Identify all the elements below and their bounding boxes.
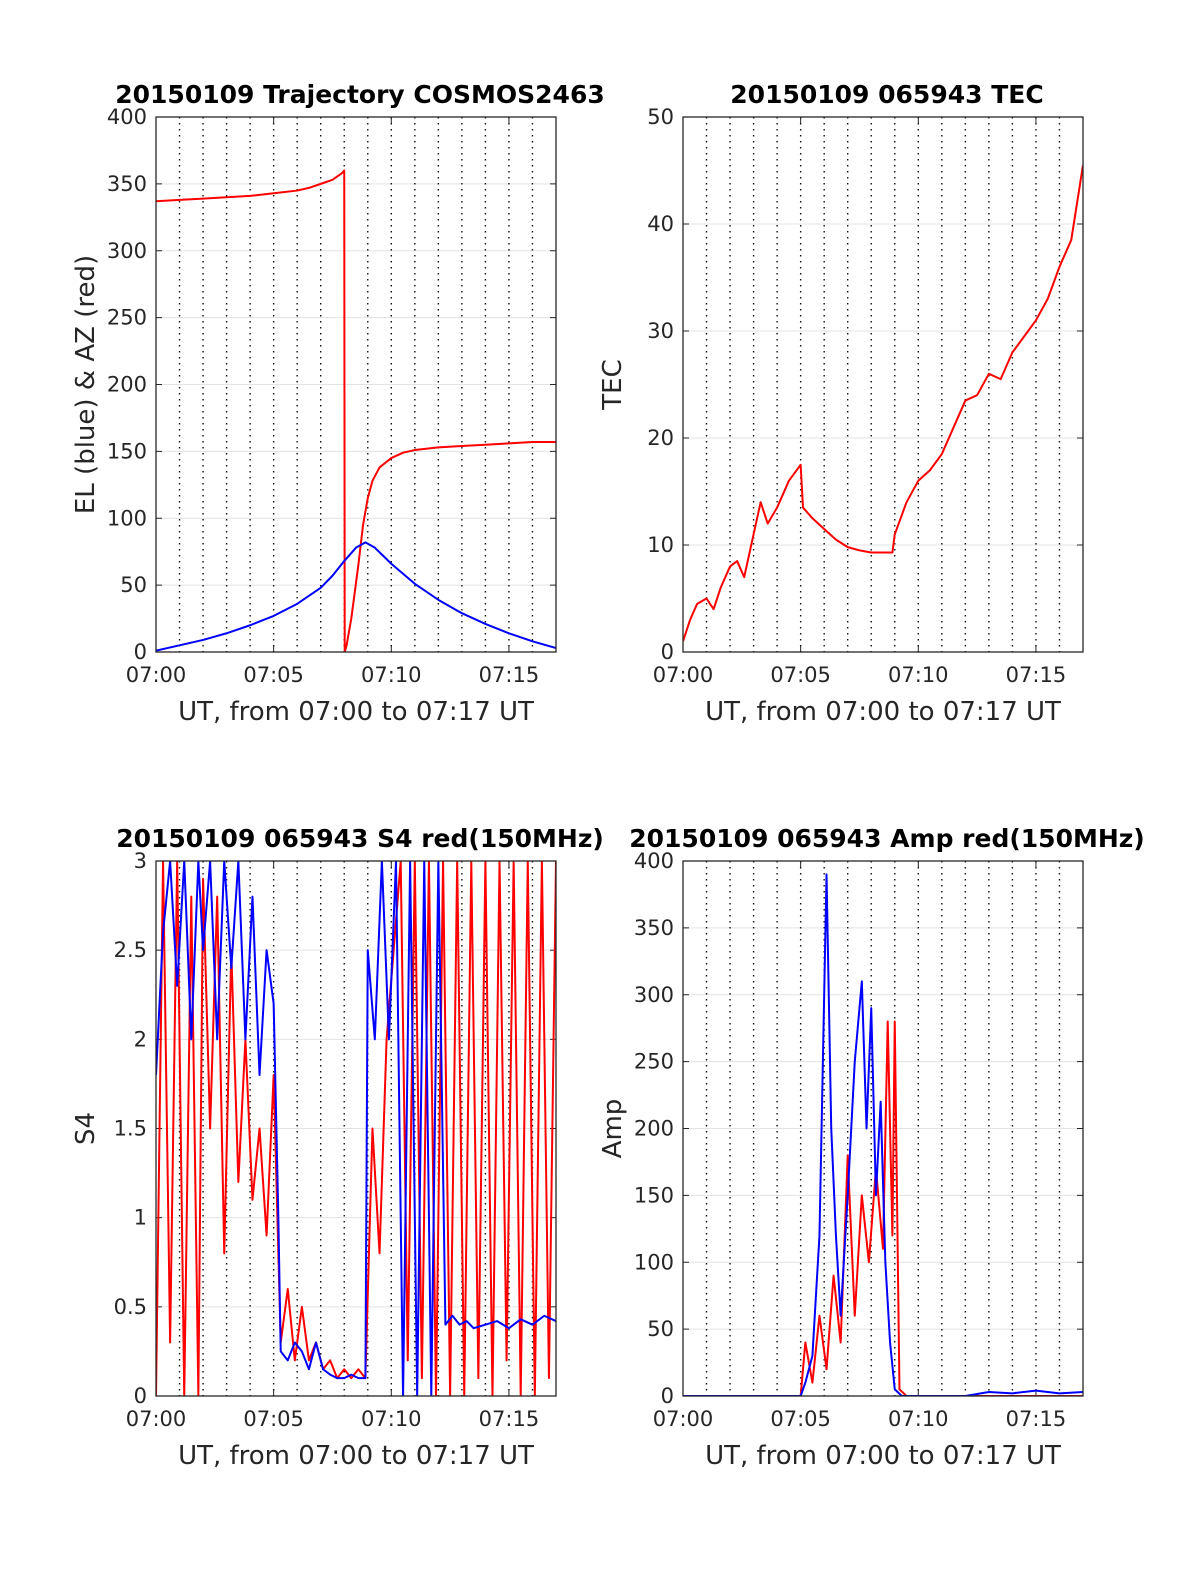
y-tick-label: 0 <box>134 1384 147 1408</box>
x-tick-label: 07:15 <box>479 663 540 687</box>
series-line-2 <box>156 541 556 652</box>
chart-1: 0 50 100 150 200 250 300 350 400 07:00 07:05 07:10 0… <box>71 80 605 727</box>
y-tick-label: 400 <box>634 849 674 873</box>
y-tick-label: 150 <box>634 1183 674 1207</box>
y-axis-label: EL (blue) & AZ (red) <box>71 255 101 514</box>
x-tick-label: 07:15 <box>1006 1407 1067 1431</box>
y-tick-label: 250 <box>634 1050 674 1074</box>
axes-frame <box>682 860 1084 1397</box>
y-tick-label: 0.5 <box>114 1295 147 1319</box>
y-tick-label: 1.5 <box>114 1117 147 1141</box>
chart-title: 20150109 Trajectory COSMOS2463 <box>115 80 605 109</box>
y-tick-label: 2 <box>134 1027 147 1051</box>
y-tick-label: 200 <box>107 373 147 397</box>
y-tick-label: 3 <box>134 849 147 873</box>
x-axis-label: UT, from 07:00 to 07:17 UT <box>705 697 1061 727</box>
y-tick-label: 50 <box>647 105 674 129</box>
x-tick-label: 07:00 <box>126 663 187 687</box>
chart-title: 20150109 065943 S4 red(150MHz) <box>116 824 604 853</box>
series-line-1 <box>156 861 556 1396</box>
y-tick-label: 250 <box>107 306 147 330</box>
chart-2: 0 10 20 30 40 50 07:00 07:05 07:10 07:15 20150109 … <box>598 80 1084 727</box>
x-tick-label: 07:15 <box>1006 663 1067 687</box>
y-tick-label: 100 <box>107 506 147 530</box>
y-tick-label: 200 <box>634 1117 674 1141</box>
y-tick-label: 150 <box>107 439 147 463</box>
x-tick-label: 07:00 <box>126 1407 187 1431</box>
x-tick-label: 07:10 <box>361 663 422 687</box>
x-tick-label: 07:15 <box>479 1407 540 1431</box>
y-tick-label: 1 <box>134 1206 147 1230</box>
y-tick-label: 50 <box>647 1317 674 1341</box>
x-tick-label: 07:05 <box>243 663 304 687</box>
y-tick-label: 0 <box>661 1384 674 1408</box>
y-tick-label: 100 <box>634 1250 674 1274</box>
y-tick-label: 50 <box>120 573 147 597</box>
y-axis-label: TEC <box>598 359 628 410</box>
y-tick-label: 40 <box>647 212 674 236</box>
x-axis-label: UT, from 07:00 to 07:17 UT <box>178 1441 534 1471</box>
x-tick-label: 07:10 <box>361 1407 422 1431</box>
chart-title: 20150109 065943 TEC <box>730 80 1043 109</box>
y-tick-label: 350 <box>634 916 674 940</box>
y-axis-label: S4 <box>71 1112 101 1145</box>
x-tick-label: 07:05 <box>770 1407 831 1431</box>
x-tick-label: 07:10 <box>888 1407 949 1431</box>
y-tick-label: 0 <box>134 640 147 664</box>
y-tick-label: 0 <box>661 640 674 664</box>
y-tick-label: 400 <box>107 105 147 129</box>
x-tick-label: 07:05 <box>770 663 831 687</box>
chart-4: 0 50 100 150 200 250 300 350 400 07:00 07:05 07:10 0… <box>598 824 1145 1471</box>
axes-frame <box>155 860 557 1397</box>
x-axis-label: UT, from 07:00 to 07:17 UT <box>705 1441 1061 1471</box>
y-tick-label: 300 <box>634 983 674 1007</box>
chart-title: 20150109 065943 Amp red(150MHz) <box>629 824 1145 853</box>
x-tick-label: 07:00 <box>653 663 714 687</box>
x-tick-label: 07:05 <box>243 1407 304 1431</box>
chart-3: 0 0.5 1 1.5 2 2.5 3 07:00 07:05 07:10 07:15 2015010… <box>71 824 604 1471</box>
x-tick-label: 07:00 <box>653 1407 714 1431</box>
series-line-2 <box>683 873 1083 1396</box>
y-tick-label: 30 <box>647 319 674 343</box>
series-line-2 <box>156 861 556 1396</box>
x-axis-label: UT, from 07:00 to 07:17 UT <box>178 697 534 727</box>
series-line-1 <box>683 1020 1083 1396</box>
axes-frame <box>155 116 557 653</box>
axes-frame <box>682 116 1084 653</box>
y-tick-label: 2.5 <box>114 938 147 962</box>
y-axis-label: Amp <box>598 1099 628 1159</box>
y-tick-label: 350 <box>107 172 147 196</box>
y-tick-label: 10 <box>647 533 674 557</box>
plot-area <box>683 117 1083 652</box>
series-line-1 <box>683 164 1083 642</box>
x-tick-label: 07:10 <box>888 663 949 687</box>
series-line-1 <box>156 169 556 652</box>
y-tick-label: 300 <box>107 239 147 263</box>
y-tick-label: 20 <box>647 426 674 450</box>
